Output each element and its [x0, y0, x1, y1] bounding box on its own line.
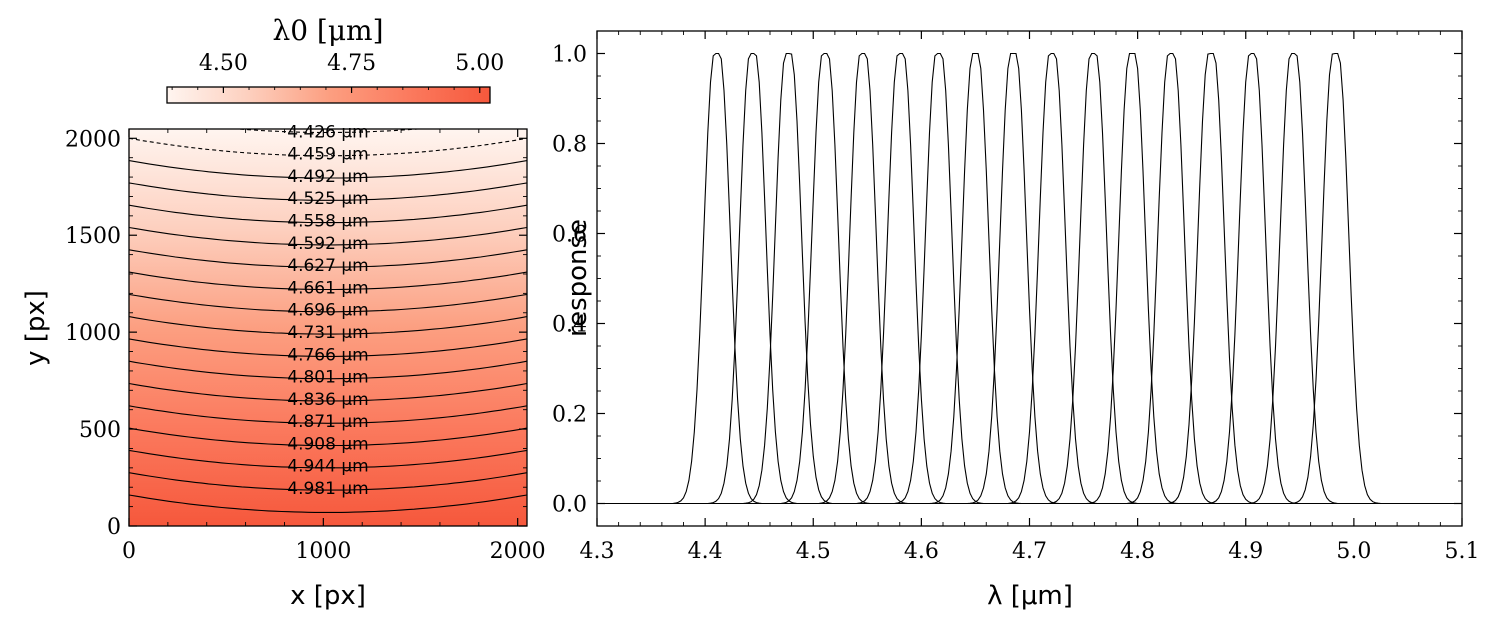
contour-line [129, 494, 527, 513]
response-panel: 4.3 4.4 4.5 4.6 4.7 4.8 4.9 5.0 5.1 0.0 0.2 0.4 0.6 0… [552, 30, 1480, 611]
colorbar-tick-label: 5.00 [455, 51, 504, 76]
contour-label: 4.731 μm [287, 323, 368, 343]
contour-label: 4.661 μm [287, 278, 368, 298]
contour-label: 4.766 μm [287, 345, 368, 365]
x-tick-label: 4.3 [580, 539, 615, 564]
x-tick-label: 4.6 [904, 539, 939, 564]
y-tick-label: 0 [107, 515, 121, 540]
left-axes-frame [128, 128, 528, 527]
contour-line [129, 271, 527, 291]
y-tick-label: 0.4 [552, 313, 587, 338]
y-tick-label: 500 [79, 418, 121, 443]
contour-line [129, 338, 527, 357]
y-axis-label: response [563, 219, 593, 337]
contour-label: 4.627 μm [287, 256, 368, 276]
contour-line [129, 427, 527, 447]
y-tick-label: 0.2 [552, 403, 587, 428]
contour-line [129, 182, 527, 201]
contour-label: 4.592 μm [287, 234, 368, 254]
contour-label: 4.558 μm [287, 212, 368, 232]
x-tick-label: 0 [122, 539, 136, 564]
contour-line [129, 293, 527, 313]
x-tick-label: 4.5 [796, 539, 831, 564]
contour-line [129, 249, 527, 268]
wavelength-map-panel: λ0 [μm] 4.50 4.75 5.00 4.426 μm 4.459 μm4.4… [21, 14, 546, 611]
x-axis-label: λ [μm] [987, 581, 1073, 611]
x-axis-label: x [px] [290, 581, 366, 611]
colorbar-ticks [171, 87, 481, 93]
colorbar-tick-label: 4.50 [199, 51, 248, 76]
contour-line [129, 449, 527, 469]
contour-labels: 4.426 μm 4.459 μm4.492 μm4.525 μm 4.558 μm… [287, 122, 368, 499]
y-tick-label: 1000 [65, 321, 121, 346]
x-tick-label: 4.8 [1120, 539, 1155, 564]
contour-label: 4.908 μm [287, 434, 368, 454]
left-axis-ticks: 0 1000 2000 0 500 1000 1500 2000 [65, 127, 546, 564]
x-tick-label: 5.1 [1445, 539, 1480, 564]
y-tick-label: 1500 [65, 224, 121, 249]
contour-line [129, 160, 527, 179]
contour-label: 4.981 μm [287, 479, 368, 499]
contour-line [129, 472, 527, 491]
response-curves [597, 52, 1462, 505]
x-tick-label: 4.9 [1228, 539, 1263, 564]
contour-label: 4.836 μm [287, 390, 368, 410]
contour-label: 4.871 μm [287, 412, 368, 432]
colorbar-tick-labels: 4.50 4.75 5.00 [199, 51, 504, 76]
x-tick-label: 4.4 [688, 539, 723, 564]
contour-label: 4.801 μm [287, 368, 368, 388]
contour-line [129, 316, 527, 335]
contour-label: 4.944 μm [287, 457, 368, 477]
y-tick-label: 0.8 [552, 133, 587, 158]
right-axis-ticks: 4.3 4.4 4.5 4.6 4.7 4.8 4.9 5.0 5.1 0.0 0.2 0.4 0.6 0… [552, 30, 1480, 564]
contour-lines [129, 129, 527, 513]
contour-line [129, 382, 527, 402]
contour-label: 4.426 μm [287, 122, 368, 142]
colorbar-label: λ0 [μm] [272, 14, 383, 47]
response-curve [597, 52, 1462, 505]
colorbar: λ0 [μm] 4.50 4.75 5.00 [166, 14, 504, 104]
response-curve [597, 52, 1462, 505]
y-tick-label: 1.0 [552, 43, 587, 68]
x-tick-label: 2000 [490, 539, 546, 564]
x-tick-label: 1000 [295, 539, 351, 564]
contour-label: 4.459 μm [287, 145, 368, 165]
colorbar-gradient [166, 86, 491, 104]
contour-label: 4.525 μm [287, 189, 368, 209]
contour-line [129, 405, 527, 424]
x-tick-label: 4.7 [1012, 539, 1047, 564]
contour-label: 4.696 μm [287, 301, 368, 321]
contour-line [129, 226, 527, 246]
contour-label: 4.492 μm [287, 167, 368, 187]
x-tick-label: 5.0 [1336, 539, 1371, 564]
contour-line [129, 360, 527, 380]
y-axis-label: y [px] [21, 290, 51, 366]
y-tick-label: 0.0 [552, 493, 587, 518]
y-tick-label: 2000 [65, 127, 121, 152]
contour-line [129, 204, 527, 224]
y-tick-label: 0.6 [552, 223, 587, 248]
right-axes-frame [596, 30, 1463, 527]
colorbar-tick-label: 4.75 [327, 51, 376, 76]
